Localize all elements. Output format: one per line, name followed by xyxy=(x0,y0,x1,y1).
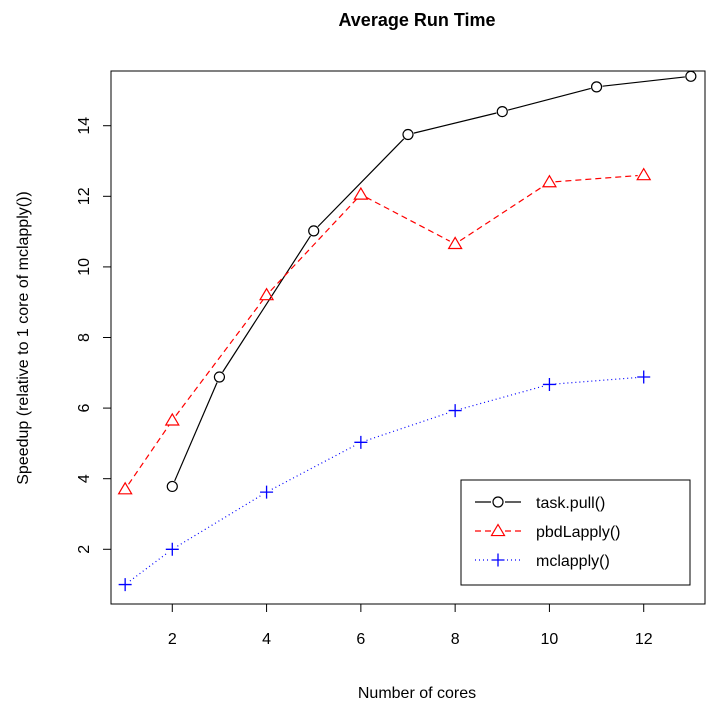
series-line-segment xyxy=(365,196,451,242)
series-line-segment xyxy=(460,385,544,410)
data-point xyxy=(448,404,462,418)
series-line-segment xyxy=(555,174,638,183)
x-tick-label: 4 xyxy=(262,631,271,648)
y-tick-label: 14 xyxy=(76,117,93,135)
y-tick-label: 4 xyxy=(76,474,93,483)
series-pbdlapply xyxy=(117,167,652,495)
series-line-segment xyxy=(177,494,262,547)
y-tick-label: 2 xyxy=(76,545,93,554)
data-point xyxy=(447,236,463,250)
x-axis: 2 4 6 8 10 12 xyxy=(168,604,653,648)
series-line-segment xyxy=(555,376,638,385)
x-tick-label: 8 xyxy=(451,631,460,648)
data-point xyxy=(165,542,179,556)
data-point xyxy=(492,496,504,508)
data-point xyxy=(636,167,652,181)
legend: task.pull() pbdLapply() mclapply() xyxy=(460,479,691,586)
legend-entry-label: task.pull() xyxy=(536,495,605,512)
series-line-segment xyxy=(602,76,685,87)
data-point xyxy=(354,435,368,449)
y-tick-label: 8 xyxy=(76,333,93,342)
data-point xyxy=(353,186,369,200)
data-point xyxy=(164,412,180,426)
series-line-segment xyxy=(459,184,545,242)
data-point xyxy=(259,287,275,301)
data-point xyxy=(590,81,603,93)
series-line-segment xyxy=(270,198,358,292)
series-line-segment xyxy=(413,112,497,134)
series-line-segment xyxy=(271,444,356,490)
data-point xyxy=(637,370,651,384)
series-line-segment xyxy=(174,382,218,482)
x-tick-label: 6 xyxy=(356,631,365,648)
series-line-segment xyxy=(222,235,311,373)
data-point xyxy=(402,128,414,141)
data-point xyxy=(542,377,556,391)
legend-marker-bg xyxy=(491,524,505,538)
x-tick-label: 12 xyxy=(635,631,653,648)
x-tick-label: 2 xyxy=(168,631,177,648)
data-point xyxy=(213,371,226,383)
y-axis: 2 4 6 8 10 12 14 xyxy=(76,117,111,554)
series-line-segment xyxy=(129,552,168,582)
data-point xyxy=(491,553,505,567)
series-line-segment xyxy=(175,299,264,417)
data-point xyxy=(166,480,178,493)
legend-entry-label: pbdLapply() xyxy=(536,524,621,541)
series-mclapply xyxy=(118,370,651,592)
data-point xyxy=(260,485,274,499)
y-tick-label: 10 xyxy=(76,258,93,276)
y-axis-label: Speedup (relative to 1 core of mclapply(… xyxy=(15,191,32,484)
data-point xyxy=(117,481,133,495)
series-line-segment xyxy=(128,425,170,485)
data-point xyxy=(118,578,132,592)
y-tick-label: 6 xyxy=(76,404,93,413)
x-axis-label: Number of cores xyxy=(358,685,476,702)
data-point xyxy=(541,174,557,188)
data-point xyxy=(308,225,320,237)
data-point xyxy=(496,105,508,118)
series-line-segment xyxy=(317,138,405,228)
series-task-pull xyxy=(166,70,697,493)
series-line-segment xyxy=(366,411,450,441)
series-line-segment xyxy=(507,87,591,111)
x-tick-label: 10 xyxy=(541,631,559,648)
y-tick-label: 12 xyxy=(76,187,93,205)
legend-entry-label: mclapply() xyxy=(536,553,610,570)
chart-title: Average Run Time xyxy=(338,10,495,30)
data-point xyxy=(490,523,506,537)
series-layer xyxy=(117,70,697,592)
data-point xyxy=(685,70,697,82)
